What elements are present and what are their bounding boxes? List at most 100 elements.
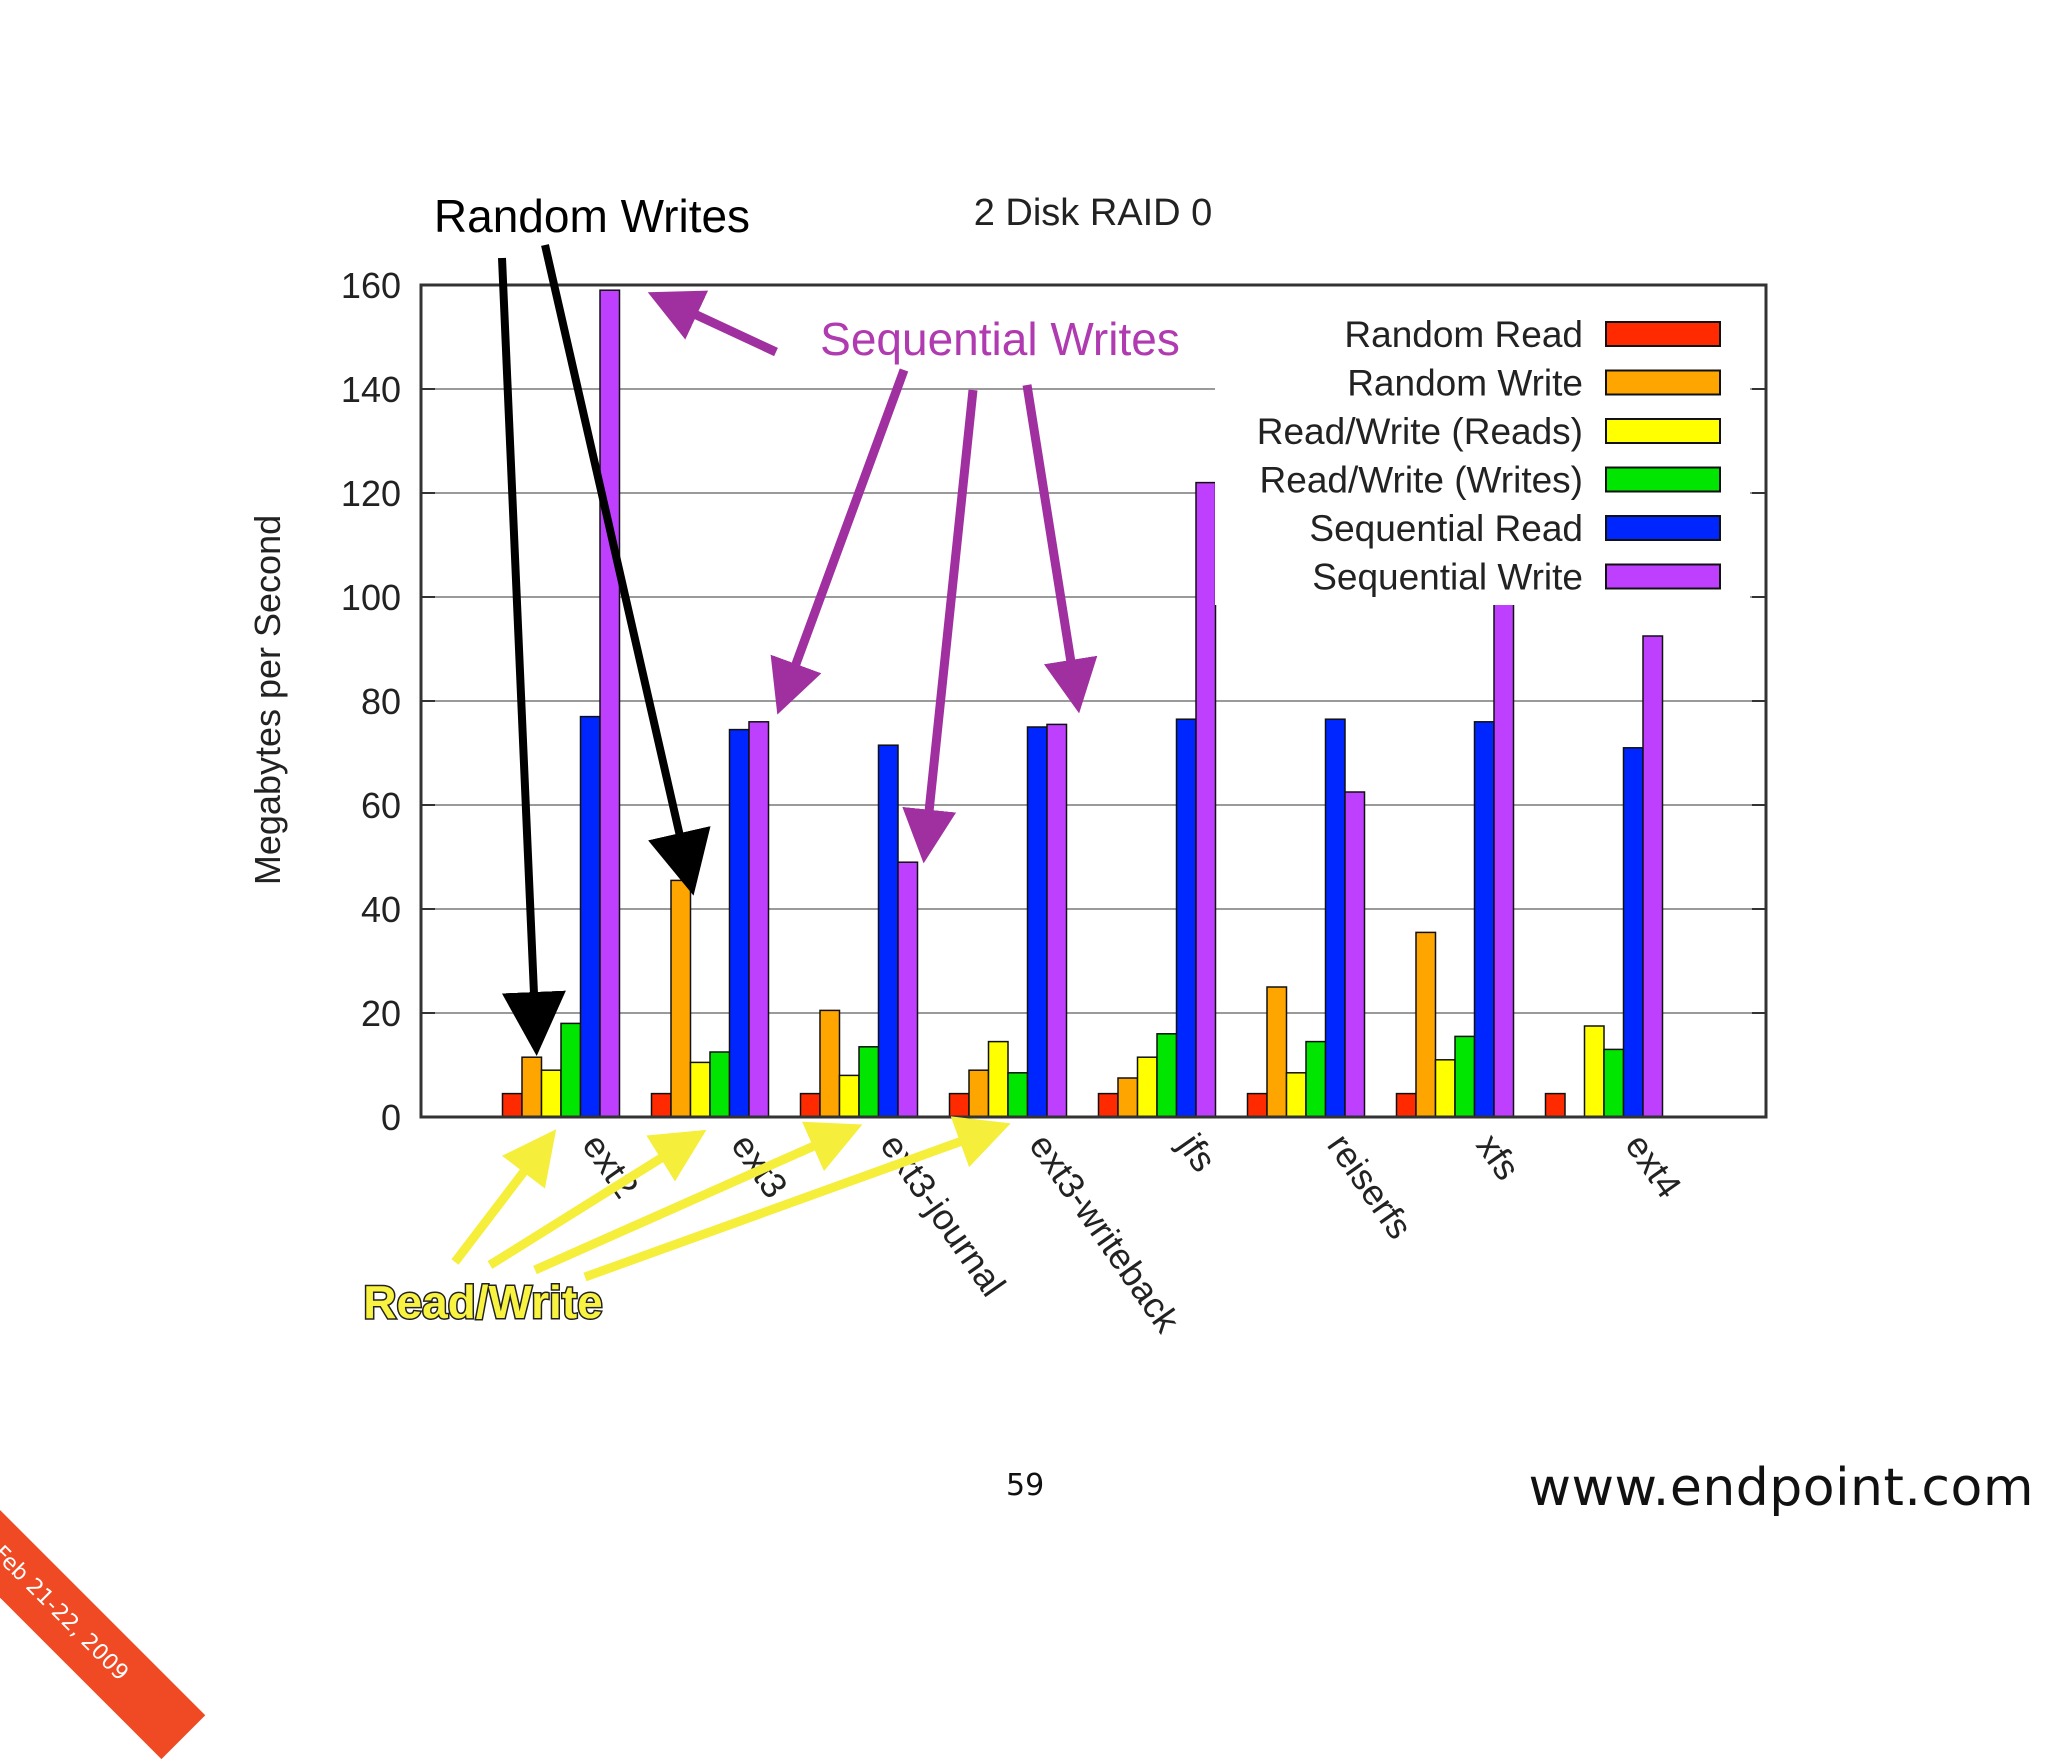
bar-reiserfs-read-write-reads- [1285, 1072, 1307, 1118]
bar-ext4-sequential-write [1642, 635, 1664, 1118]
y-tick-label: 140 [341, 369, 401, 410]
bar-ext4-random-read [1544, 1092, 1566, 1118]
x-tick-labels: ext2ext3ext3-journalext3-writebackjfsrei… [574, 1125, 1690, 1340]
bar-ext3-writeback-read-write-writes- [1007, 1072, 1029, 1118]
y-tick-label: 80 [361, 681, 401, 722]
bar-xfs-read-write-reads- [1434, 1059, 1456, 1118]
bar-ext3-writeback-random-read [948, 1092, 970, 1118]
chart: 0 20 40 60 80 100 120 140 160 ext2ext3ext3-journ… [247, 189, 1768, 1341]
bar-xfs-sequential-write [1493, 554, 1515, 1118]
bar-reiserfs-random-read [1246, 1092, 1268, 1118]
legend-label: Random Write [1347, 363, 1583, 404]
legend-label: Read/Write (Writes) [1260, 460, 1583, 501]
bar-xfs-sequential-read [1473, 721, 1495, 1118]
bar-ext3-sequential-read [728, 728, 750, 1118]
x-tick-label: ext4 [1617, 1126, 1690, 1205]
x-tick-label: ext3-journal [872, 1126, 1013, 1304]
y-tick-label: 60 [361, 785, 401, 826]
y-tick-label: 120 [341, 473, 401, 514]
bar-jfs-read-write-writes- [1156, 1033, 1178, 1118]
bar-ext2-read-write-reads- [540, 1069, 562, 1118]
bar-ext2-random-write [521, 1056, 543, 1118]
arrow-random-writes-ext3 [541, 244, 711, 896]
y-tick-label: 160 [341, 265, 401, 306]
x-tick-label: ext3-writeback [1021, 1126, 1188, 1340]
bar-reiserfs-sequential-write [1344, 791, 1366, 1118]
bar-ext3-read-write-writes- [709, 1051, 731, 1118]
bar-jfs-random-read [1097, 1092, 1119, 1118]
bar-jfs-sequential-write [1195, 481, 1217, 1118]
bar-ext3-journal-sequential-write [897, 861, 919, 1118]
plot-frame [419, 283, 1768, 1119]
bar-ext4-sequential-read [1622, 747, 1644, 1118]
legend-swatch [1605, 418, 1721, 444]
page-number: 59 [1006, 1468, 1045, 1503]
bar-ext3-writeback-sequential-write [1046, 723, 1068, 1118]
bar-ext3-writeback-read-write-reads- [987, 1040, 1009, 1118]
legend-label: Sequential Write [1312, 557, 1583, 598]
y-tick-label: 20 [361, 993, 401, 1034]
bar-ext3-journal-sequential-read [877, 744, 899, 1118]
bar-ext3-journal-random-read [799, 1092, 821, 1118]
legend-label: Random Read [1344, 314, 1583, 355]
bar-jfs-read-write-reads- [1136, 1056, 1158, 1118]
site-url: www.endpoint.com [1528, 1458, 2034, 1518]
bar-ext3-writeback-sequential-read [1026, 726, 1048, 1118]
arrow-seq-writes-ext3 [770, 368, 909, 715]
bar-ext3-random-write [670, 879, 692, 1118]
bar-jfs-random-write [1117, 1077, 1139, 1118]
legend-swatch [1605, 563, 1721, 590]
legend-swatch [1605, 321, 1721, 347]
annotation-random-writes: Random Writes [433, 189, 751, 1056]
bar-ext2-sequential-read [579, 715, 601, 1118]
bar-ext3-journal-read-write-reads- [838, 1074, 860, 1118]
arrow-read-write-ext3 [487, 1129, 707, 1269]
legend-swatch [1605, 466, 1721, 493]
bar-xfs-random-write [1415, 931, 1437, 1118]
bar-ext4-read-write-reads- [1583, 1025, 1605, 1118]
annotation-sequential-writes: Sequential Writes [647, 290, 1181, 864]
x-tick-label: jfs [1170, 1125, 1225, 1179]
bar-ext3-journal-random-write [819, 1009, 841, 1118]
legend-label: Read/Write (Reads) [1257, 411, 1583, 452]
y-tick-label: 100 [341, 577, 401, 618]
arrow-read-write-ext3-journal [533, 1121, 863, 1275]
legend-swatch [1605, 369, 1721, 396]
y-tick-labels: 0 20 40 60 80 100 120 140 160 [341, 265, 401, 1138]
arrow-read-write-ext3-writeback [583, 1116, 1011, 1282]
legend-label: Sequential Read [1309, 508, 1583, 549]
arrow-seq-writes-ext2 [647, 290, 778, 357]
bar-reiserfs-read-write-writes- [1305, 1040, 1327, 1118]
bar-ext3-journal-read-write-writes- [858, 1046, 880, 1118]
bar-ext3-random-read [650, 1092, 672, 1118]
bar-ext3-writeback-random-write [968, 1069, 990, 1118]
bar-reiserfs-sequential-read [1324, 718, 1346, 1118]
bar-jfs-sequential-read [1175, 718, 1197, 1118]
arrow-seq-writes-ext3-journal [902, 389, 978, 864]
annotation-read-write: Read/Write [362, 1116, 1011, 1330]
arrow-seq-writes-ext3-writeback [1022, 384, 1098, 714]
y-tick-label: 0 [381, 1097, 401, 1138]
bar-ext4-read-write-writes- [1603, 1048, 1625, 1118]
annotation-sequential-writes-label: Sequential Writes [820, 313, 1180, 365]
bar-ext2-random-read [501, 1092, 523, 1118]
x-tick-label: reiserfs [1319, 1126, 1420, 1246]
annotation-random-writes-label: Random Writes [434, 190, 750, 242]
legend-background [1215, 305, 1750, 605]
bar-ext2-read-write-writes- [560, 1022, 582, 1118]
bar-reiserfs-random-write [1266, 986, 1288, 1118]
bar-ext3-read-write-reads- [689, 1061, 711, 1118]
bar-ext2-sequential-write [599, 289, 621, 1118]
arrow-read-write-ext2 [451, 1129, 557, 1265]
bar-xfs-read-write-writes- [1454, 1035, 1476, 1118]
legend-swatch [1605, 515, 1721, 541]
x-tick-label: xfs [1468, 1126, 1528, 1187]
bar-ext3-sequential-write [748, 721, 770, 1118]
y-tick-label: 40 [361, 889, 401, 930]
bar-xfs-random-read [1395, 1092, 1417, 1118]
slide: 0 20 40 60 80 100 120 140 160 ext2ext3ext3-journ… [0, 189, 2034, 1759]
arrow-random-writes-ext2 [498, 257, 566, 1056]
annotation-read-write-label: Read/Write [363, 1276, 602, 1328]
legend: Random Read Random Write Read/Write (Reads… [1215, 305, 1750, 605]
y-axis-label: Megabytes per Second [247, 515, 288, 885]
